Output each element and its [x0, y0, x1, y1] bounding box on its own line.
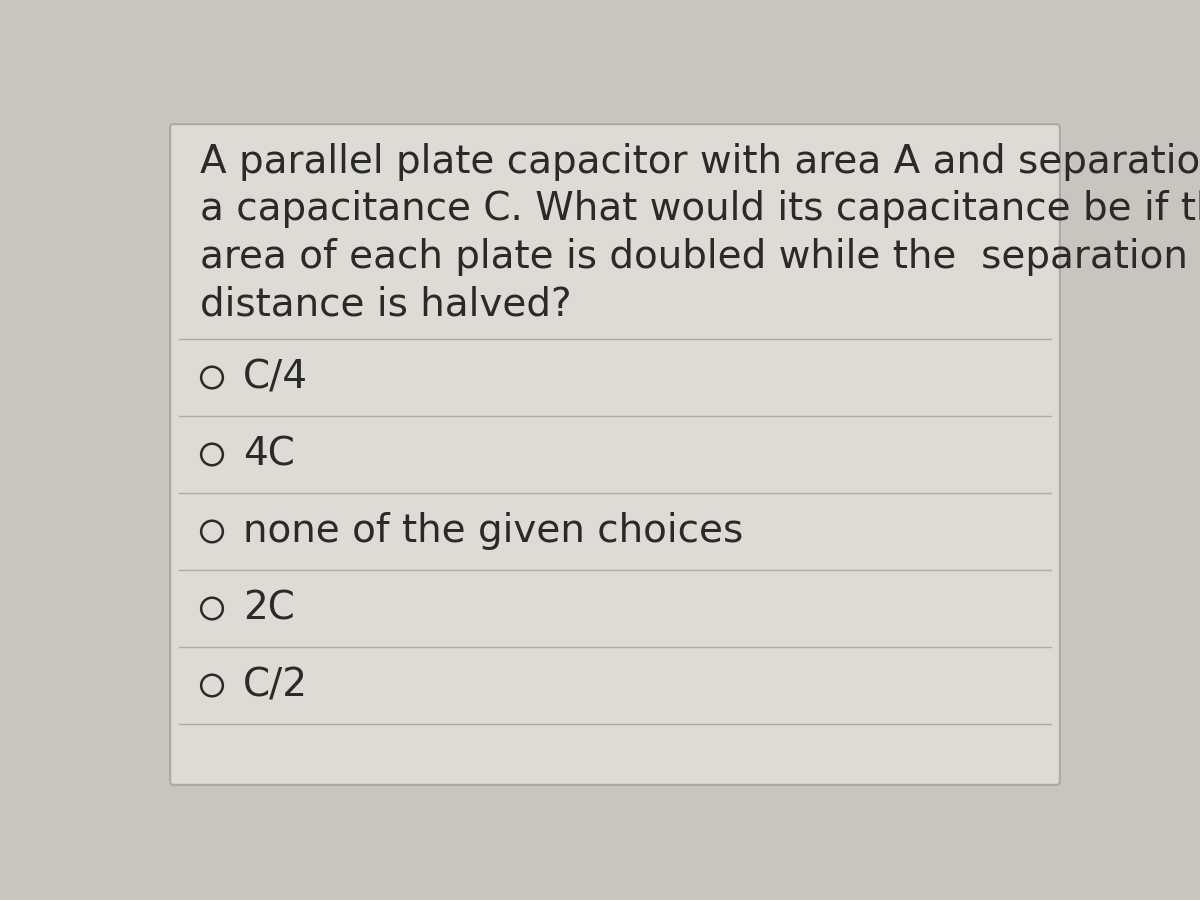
Text: 4C: 4C	[242, 436, 295, 473]
FancyBboxPatch shape	[170, 124, 1060, 785]
Text: 2C: 2C	[242, 590, 295, 627]
Text: a capacitance C. What would its capacitance be if the: a capacitance C. What would its capacita…	[200, 191, 1200, 229]
Text: distance is halved?: distance is halved?	[200, 286, 572, 324]
Text: area of each plate is doubled while the  separation: area of each plate is doubled while the …	[200, 238, 1188, 276]
Text: A parallel plate capacitor with area A and separation d has: A parallel plate capacitor with area A a…	[200, 142, 1200, 181]
Text: C/4: C/4	[242, 358, 308, 397]
Text: C/2: C/2	[242, 667, 308, 705]
Text: none of the given choices: none of the given choices	[242, 512, 743, 551]
